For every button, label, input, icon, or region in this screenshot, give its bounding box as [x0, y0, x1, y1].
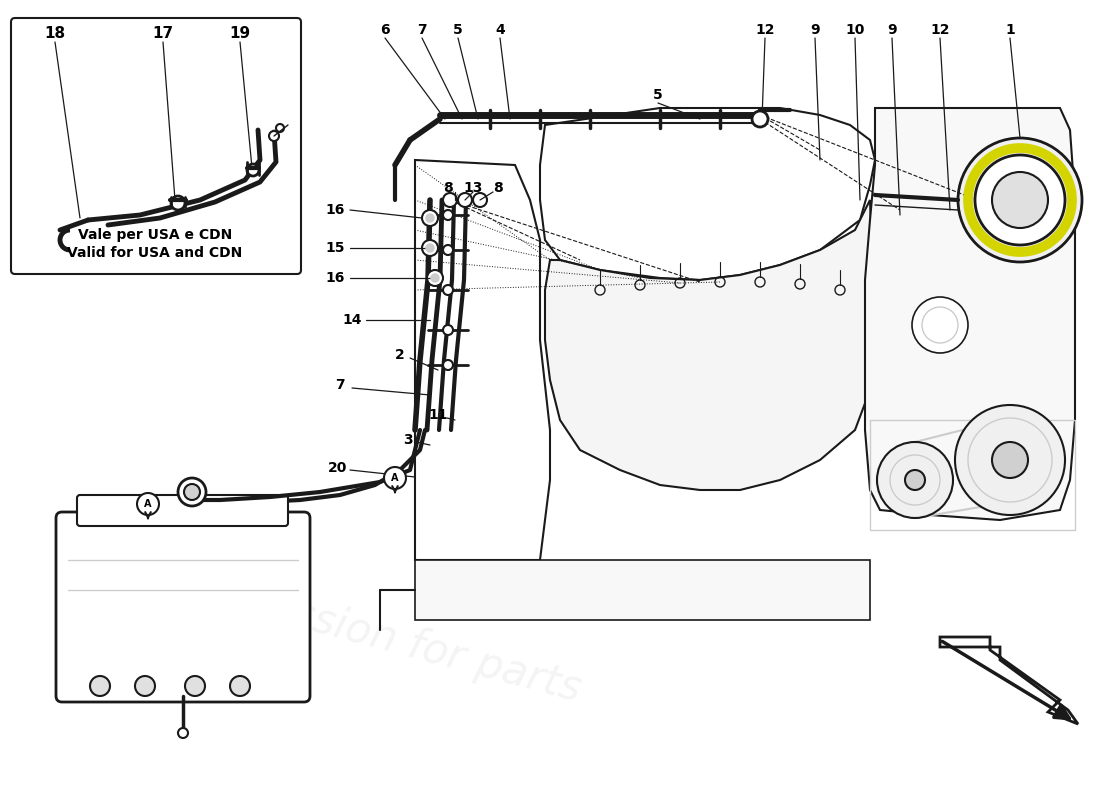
Text: 7: 7 [336, 378, 344, 392]
Circle shape [422, 210, 438, 226]
FancyBboxPatch shape [11, 18, 301, 274]
Text: A: A [392, 473, 398, 483]
Circle shape [905, 470, 925, 490]
Circle shape [185, 676, 205, 696]
Text: 16: 16 [326, 203, 344, 217]
Text: 9: 9 [811, 23, 819, 37]
Polygon shape [544, 200, 874, 490]
Text: 4: 4 [495, 23, 505, 37]
Circle shape [443, 360, 453, 370]
Circle shape [975, 155, 1065, 245]
Circle shape [877, 442, 953, 518]
Text: 16: 16 [326, 271, 344, 285]
Circle shape [992, 442, 1028, 478]
Text: 17: 17 [153, 26, 174, 42]
Text: 8: 8 [493, 181, 503, 195]
Text: A: A [144, 499, 152, 509]
Polygon shape [940, 637, 1078, 724]
Text: 10: 10 [845, 23, 865, 37]
Text: Valid for USA and CDN: Valid for USA and CDN [67, 246, 243, 260]
Text: 5: 5 [453, 23, 463, 37]
Circle shape [422, 240, 438, 256]
Text: 9: 9 [888, 23, 896, 37]
Circle shape [270, 131, 279, 141]
Circle shape [955, 405, 1065, 515]
Text: 8: 8 [443, 181, 453, 195]
Text: Vale per USA e CDN: Vale per USA e CDN [78, 228, 232, 242]
Text: 20: 20 [328, 461, 348, 475]
Polygon shape [865, 108, 1075, 520]
Text: 14: 14 [342, 313, 362, 327]
Text: 2: 2 [395, 348, 405, 362]
Polygon shape [540, 108, 874, 280]
Text: a passion for parts: a passion for parts [200, 570, 586, 710]
Text: 12: 12 [756, 23, 774, 37]
Circle shape [443, 245, 453, 255]
Circle shape [276, 124, 284, 132]
FancyBboxPatch shape [56, 512, 310, 702]
Circle shape [958, 138, 1082, 262]
Circle shape [230, 676, 250, 696]
Text: 1: 1 [1005, 23, 1015, 37]
Text: 3: 3 [404, 433, 412, 447]
Circle shape [90, 676, 110, 696]
Circle shape [135, 676, 155, 696]
Circle shape [443, 325, 453, 335]
Text: 5: 5 [653, 88, 663, 102]
Text: eu: eu [50, 498, 282, 662]
Circle shape [458, 193, 472, 207]
Circle shape [184, 484, 200, 500]
Circle shape [443, 285, 453, 295]
Text: 19: 19 [230, 26, 251, 42]
Circle shape [912, 297, 968, 353]
Text: 12: 12 [931, 23, 949, 37]
Text: 11: 11 [428, 408, 448, 422]
Circle shape [178, 728, 188, 738]
Circle shape [431, 274, 439, 282]
Circle shape [443, 193, 456, 207]
Circle shape [138, 493, 160, 515]
Circle shape [752, 111, 768, 127]
Text: 7: 7 [417, 23, 427, 37]
Polygon shape [415, 160, 550, 560]
FancyBboxPatch shape [77, 495, 288, 526]
Circle shape [426, 244, 434, 252]
Circle shape [443, 210, 453, 220]
Circle shape [992, 172, 1048, 228]
Circle shape [473, 193, 487, 207]
Text: 15: 15 [326, 241, 344, 255]
Circle shape [427, 270, 443, 286]
Text: 18: 18 [44, 26, 66, 42]
Polygon shape [415, 560, 870, 620]
Circle shape [248, 164, 258, 176]
Text: 6: 6 [381, 23, 389, 37]
Circle shape [384, 467, 406, 489]
Text: 13: 13 [463, 181, 483, 195]
Circle shape [170, 196, 185, 210]
Circle shape [426, 214, 434, 222]
Circle shape [178, 478, 206, 506]
